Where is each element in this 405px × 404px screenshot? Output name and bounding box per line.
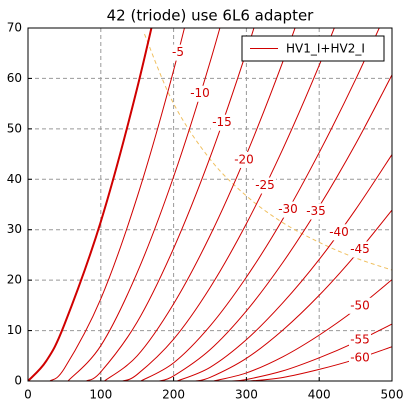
curve-label-bg: [233, 151, 255, 168]
x-tick-label: 300: [235, 388, 258, 402]
curve-label-bg: [349, 331, 371, 348]
y-tick-label: 50: [7, 121, 22, 135]
curve: [177, 154, 392, 381]
curves: [28, 28, 392, 381]
x-tick-label: 500: [381, 388, 404, 402]
curve-label-bg: [277, 201, 299, 218]
y-tick-label: 10: [7, 323, 22, 337]
curve-label-bg: [189, 85, 211, 102]
curve-label: -40: [329, 225, 349, 239]
chart-title: 42 (triode) use 6L6 adapter: [107, 7, 315, 25]
legend: HV1_I+HV2_I: [241, 35, 385, 62]
y-tick-label: 70: [7, 21, 22, 35]
curve: [28, 28, 153, 381]
curve: [67, 28, 221, 381]
curve-label: -25: [255, 178, 275, 192]
curve-label: -45: [350, 242, 370, 256]
curve-label: -15: [212, 115, 232, 129]
y-tick-label: 20: [7, 273, 22, 287]
y-tick-label: 60: [7, 71, 22, 85]
curve-label-bg: [328, 224, 350, 241]
curve-label-bg: [349, 241, 371, 258]
y-tick-label: 30: [7, 222, 22, 236]
x-tick-label: 100: [89, 388, 112, 402]
y-tick-label: 40: [7, 172, 22, 186]
curve-label: -10: [190, 86, 210, 100]
x-tick-label: 0: [24, 388, 32, 402]
plot-frame: [27, 27, 393, 382]
x-tick-label: 200: [162, 388, 185, 402]
curve-label-bg: [349, 297, 371, 314]
curve-label-bg: [349, 349, 371, 366]
axes: 0 100 200 300 400 500 0 10 20 30 40 50 60 70: [7, 21, 404, 402]
curve-label: -20: [234, 152, 254, 166]
curve-label: -55: [350, 332, 370, 346]
curve-label: -5: [172, 45, 184, 59]
y-tick-label: 0: [14, 374, 22, 388]
curve: [140, 28, 380, 381]
curve-labels: -5 -10 -15 -20-25-30 -35-40-45 -50 -55 -60: [167, 44, 371, 366]
curve-label: -30: [278, 202, 298, 216]
curve-label-bg: [254, 177, 276, 194]
curve-label: -35: [306, 204, 326, 218]
legend-label: HV1_I+HV2_I: [286, 42, 365, 56]
curve-label-bg: [305, 203, 327, 220]
x-tick-label: 400: [308, 388, 331, 402]
curve: [122, 28, 335, 381]
curve-label-bg: [211, 114, 233, 131]
curve-label-bg: [167, 44, 189, 61]
curve-label: -60: [350, 350, 370, 364]
curve-label: -50: [350, 298, 370, 312]
curve: [158, 74, 392, 381]
